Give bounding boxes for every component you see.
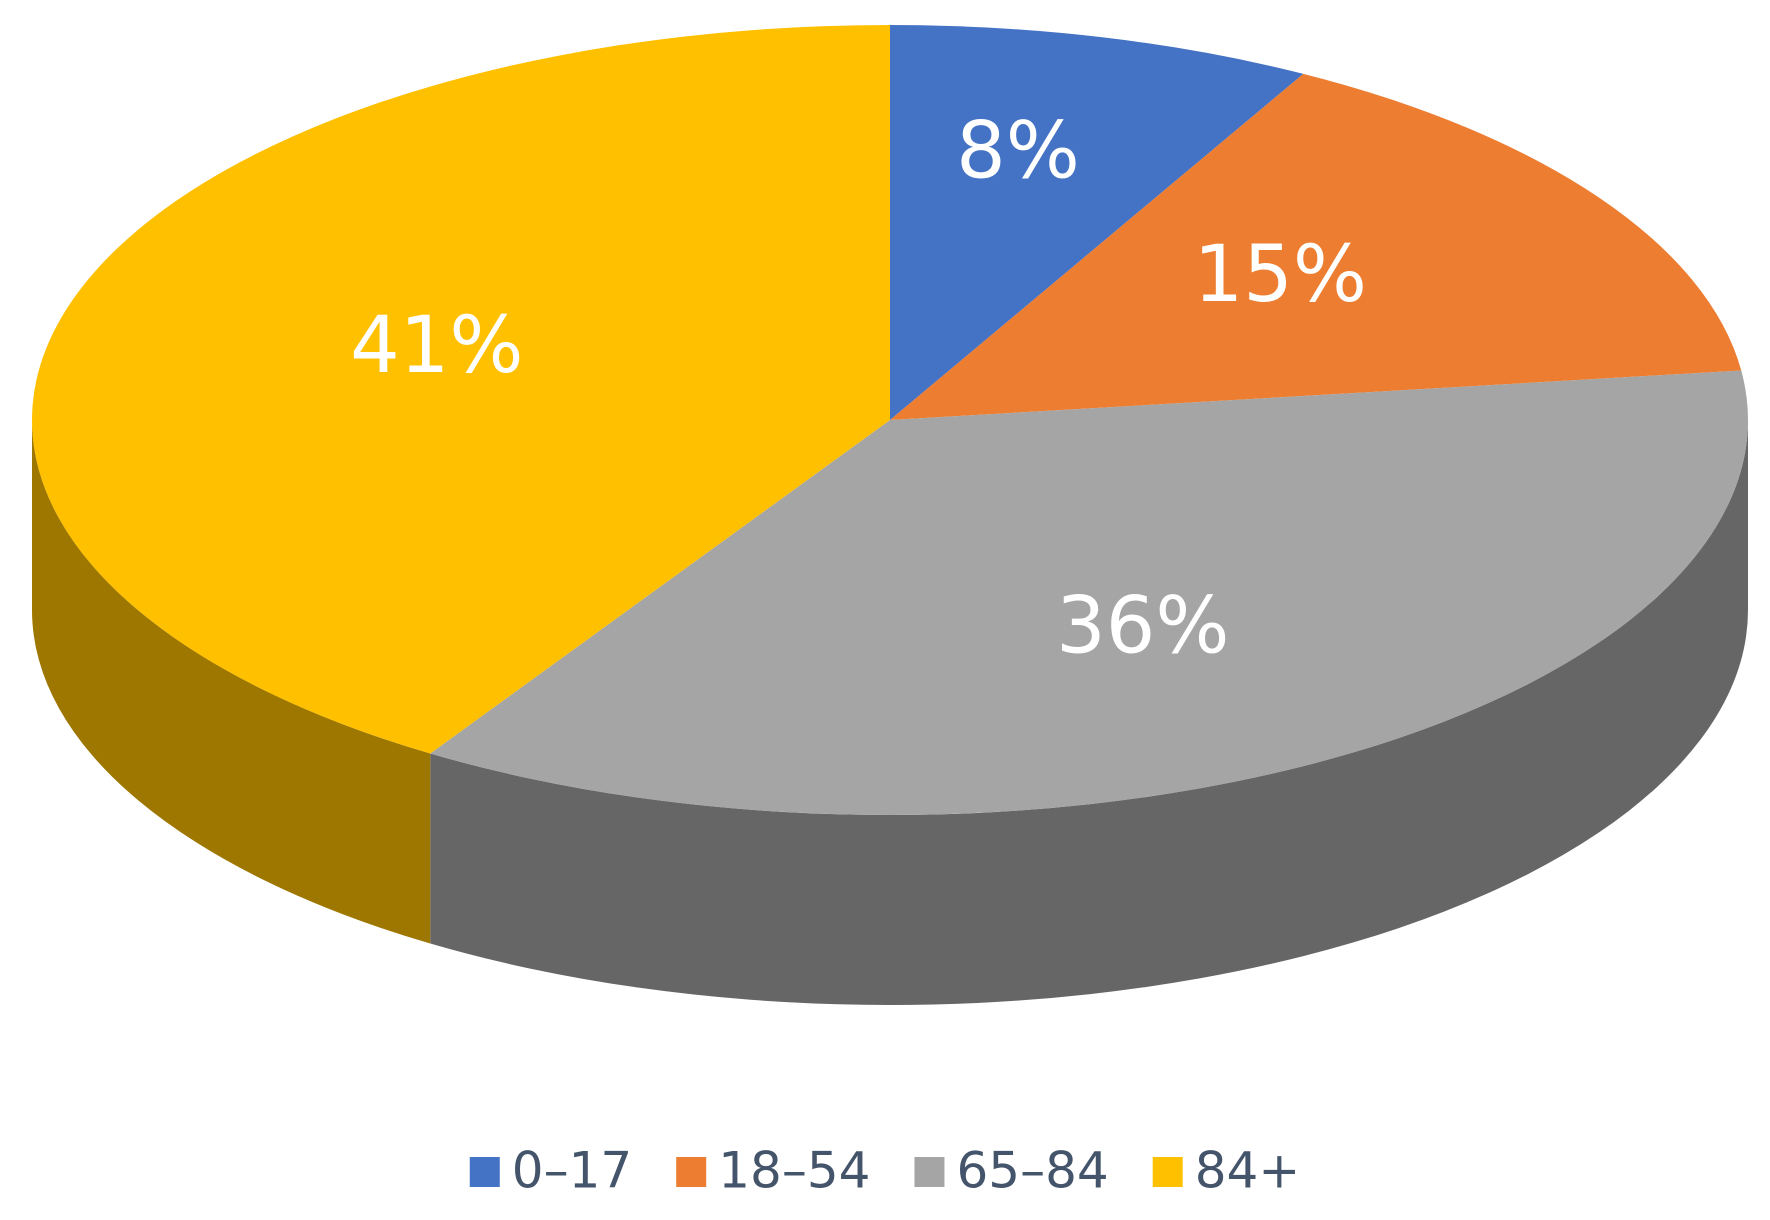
legend-label: 18–54: [718, 1142, 870, 1200]
legend-label: 84+: [1195, 1142, 1301, 1200]
data-labels: 8% 15% 36% 41%: [350, 106, 1367, 671]
data-label: 15%: [1194, 230, 1367, 320]
legend-swatch: [676, 1157, 707, 1187]
legend-swatch: [469, 1157, 500, 1187]
pie-sides: [32, 420, 1748, 1005]
data-label: 8%: [956, 106, 1080, 196]
legend: 0–17 18–54 65–84 84+: [469, 1142, 1301, 1200]
pie-tops: [32, 25, 1748, 815]
legend-label: 0–17: [512, 1142, 632, 1200]
data-label: 41%: [350, 301, 523, 391]
slice-side: [430, 420, 1748, 1005]
slice: [430, 370, 1748, 815]
legend-label: 65–84: [956, 1142, 1108, 1200]
slice: [890, 25, 1304, 420]
data-label: 36%: [1056, 581, 1229, 671]
slice: [890, 73, 1742, 421]
slice-side: [32, 420, 431, 944]
legend-swatch: [1152, 1157, 1183, 1187]
legend-swatch: [914, 1157, 945, 1187]
slice: [32, 25, 890, 754]
